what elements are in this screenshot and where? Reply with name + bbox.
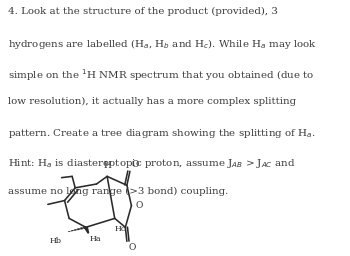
- Text: assume no long range (>3 bond) coupling.: assume no long range (>3 bond) coupling.: [8, 187, 229, 196]
- Text: O: O: [132, 160, 139, 169]
- Text: hydrogens are labelled (H$_a$, H$_b$ and H$_c$). While H$_a$ may look: hydrogens are labelled (H$_a$, H$_b$ and…: [8, 37, 317, 51]
- Text: simple on the $^1$H NMR spectrum that you obtained (due to: simple on the $^1$H NMR spectrum that yo…: [8, 67, 315, 83]
- Text: pattern. Create a tree diagram showing the splitting of H$_a$.: pattern. Create a tree diagram showing t…: [8, 127, 316, 140]
- Text: Hc: Hc: [114, 225, 126, 233]
- Text: Hb: Hb: [49, 237, 62, 245]
- Polygon shape: [84, 227, 89, 233]
- Text: Ha: Ha: [90, 235, 101, 243]
- Text: O: O: [135, 201, 142, 210]
- Text: H: H: [104, 161, 112, 170]
- Text: low resolution), it actually has a more complex splitting: low resolution), it actually has a more …: [8, 97, 296, 106]
- Text: Hint: H$_a$ is diastereotopic proton, assume J$_{AB}$ > J$_{AC}$ and: Hint: H$_a$ is diastereotopic proton, as…: [8, 157, 296, 170]
- Text: O: O: [128, 243, 136, 252]
- Text: 4. Look at the structure of the product (provided), 3: 4. Look at the structure of the product …: [8, 7, 278, 16]
